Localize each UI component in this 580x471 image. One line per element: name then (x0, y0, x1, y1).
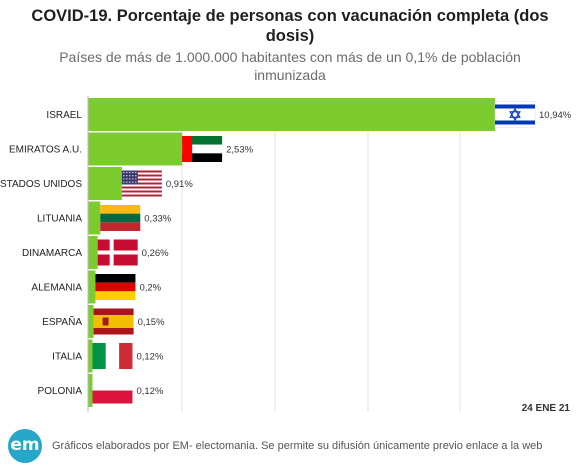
date-label: 24 ENE 21 (521, 403, 570, 414)
chart-subtitle-line-1: Países de más de 1.000.000 habitantes co… (59, 49, 521, 65)
value-label: 0,26% (142, 248, 169, 259)
value-label: 0,12% (136, 352, 163, 363)
category-label: ISRAEL (46, 110, 82, 121)
bar (88, 132, 183, 166)
value-label: 0,91% (166, 179, 193, 190)
spain-flag-icon (93, 308, 134, 335)
electomania-logo: em (8, 429, 42, 463)
israel-flag-icon (494, 101, 536, 128)
value-label: 0,33% (144, 214, 171, 225)
category-label: POLONIA (38, 386, 83, 397)
bar (88, 98, 495, 131)
chart-title-line-1: COVID-19. Porcentaje de personas con vac… (31, 7, 549, 25)
category-label: ITALIA (52, 352, 82, 363)
bar (88, 374, 93, 407)
bar-chart: ISRAEL 10,94% EMIRATOS A.U. 2,53% ESTADOS UN… (0, 96, 572, 412)
bar (88, 201, 101, 235)
category-label: DINAMARCA (22, 248, 82, 259)
lithuania-flag-icon (100, 205, 141, 231)
category-label: ALEMANIA (31, 283, 82, 294)
uae-flag-icon (182, 136, 223, 162)
bar (88, 236, 98, 269)
value-label: 10,94% (539, 110, 572, 121)
bar (88, 339, 93, 373)
category-label: ESTADOS UNIDOS (0, 179, 82, 190)
bar (88, 167, 122, 200)
chart-subtitle: Países de más de 1.000.000 habitantes co… (0, 48, 580, 84)
category-label: LITUANIA (37, 214, 82, 225)
value-label: 0,15% (138, 317, 165, 328)
usa-flag-icon (121, 170, 162, 197)
bar (88, 270, 96, 304)
value-label: 0,2% (139, 283, 161, 294)
italy-flag-icon (92, 343, 133, 369)
bar (88, 305, 94, 338)
footer-credit: Gráficos elaborados por EM- electomania.… (52, 440, 543, 452)
chart-title: COVID-19. Porcentaje de personas con vac… (0, 6, 580, 46)
poland-flag-icon (92, 377, 133, 404)
category-label: ESPAÑA (42, 315, 82, 328)
denmark-flag-icon (97, 239, 138, 266)
footer: em Gráficos elaborados por EM- electoman… (0, 424, 580, 471)
value-label: 0,12% (136, 386, 163, 397)
category-label: EMIRATOS A.U. (9, 145, 82, 156)
chart-subtitle-line-2: inmunizada (254, 67, 326, 83)
germany-flag-icon (95, 274, 136, 300)
value-label: 2,53% (226, 145, 253, 156)
chart-title-line-2: dosis) (265, 27, 315, 45)
